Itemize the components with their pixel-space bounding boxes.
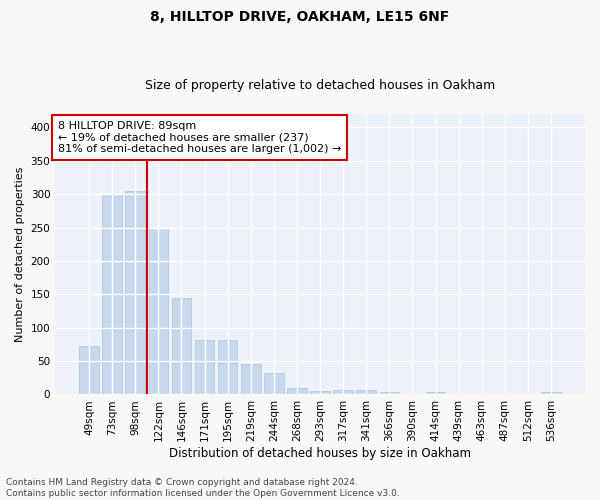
Bar xyxy=(172,298,191,394)
Bar xyxy=(241,364,260,394)
Bar xyxy=(125,191,145,394)
Bar xyxy=(103,194,122,394)
Bar xyxy=(426,392,445,394)
Title: Size of property relative to detached houses in Oakham: Size of property relative to detached ho… xyxy=(145,79,495,92)
Bar xyxy=(287,388,307,394)
Bar xyxy=(264,373,284,394)
Bar xyxy=(79,346,99,395)
Bar xyxy=(149,228,168,394)
Y-axis label: Number of detached properties: Number of detached properties xyxy=(15,166,25,342)
Bar xyxy=(541,392,561,394)
Bar xyxy=(195,340,214,394)
Text: 8, HILLTOP DRIVE, OAKHAM, LE15 6NF: 8, HILLTOP DRIVE, OAKHAM, LE15 6NF xyxy=(151,10,449,24)
Text: 8 HILLTOP DRIVE: 89sqm
← 19% of detached houses are smaller (237)
81% of semi-de: 8 HILLTOP DRIVE: 89sqm ← 19% of detached… xyxy=(58,121,341,154)
Bar xyxy=(334,390,353,394)
Bar xyxy=(380,392,399,394)
Bar xyxy=(218,340,238,394)
X-axis label: Distribution of detached houses by size in Oakham: Distribution of detached houses by size … xyxy=(169,447,471,460)
Text: Contains HM Land Registry data © Crown copyright and database right 2024.
Contai: Contains HM Land Registry data © Crown c… xyxy=(6,478,400,498)
Bar xyxy=(356,390,376,394)
Bar xyxy=(310,391,330,394)
